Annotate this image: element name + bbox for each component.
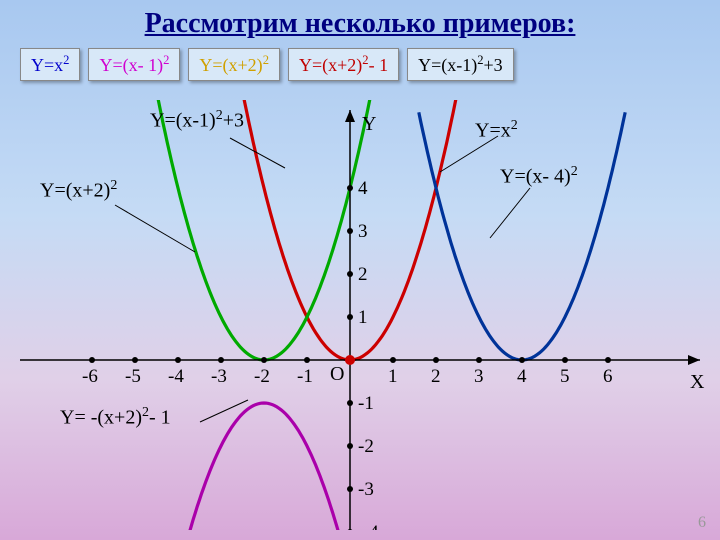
chart-area: X Y O -6 -5 -4 -3 -2 -1 1 2 3 4 5 6 1 2 3 4 -1 -2 -3 - 4 Y=(x-…	[0, 100, 720, 530]
parabola-1	[419, 112, 625, 360]
x-tick-dot	[476, 357, 482, 363]
x-tick-label: 6	[603, 366, 613, 387]
x-tick-label: 5	[560, 366, 570, 387]
y-tick-dot	[347, 400, 353, 406]
x-tick-dot	[562, 357, 568, 363]
x-tick-dot	[132, 357, 138, 363]
y-tick-dot	[347, 314, 353, 320]
x-tick-dot	[605, 357, 611, 363]
parabola-3	[165, 403, 363, 530]
page-title: Рассмотрим несколько примеров:	[0, 0, 720, 40]
y-tick-dot	[347, 529, 353, 530]
function-button-1[interactable]: Y=(x- 1)2	[88, 48, 180, 81]
x-axis-label: X	[690, 371, 705, 393]
function-button-3[interactable]: Y=(x+2)2- 1	[288, 48, 399, 81]
origin-dot	[345, 355, 355, 365]
x-tick-label: 1	[388, 366, 398, 387]
y-tick-label: -1	[358, 393, 374, 414]
function-button-2[interactable]: Y=(x+2)2	[188, 48, 280, 81]
function-button-4[interactable]: Y=(x-1)2+3	[407, 48, 514, 81]
y-tick-label: 2	[358, 264, 368, 285]
x-tick-label: 4	[517, 366, 527, 387]
x-tick-label: -5	[125, 366, 141, 387]
x-tick-dot	[218, 357, 224, 363]
leader-line-4	[200, 400, 248, 422]
y-tick-dot	[347, 228, 353, 234]
x-tick-dot	[519, 357, 525, 363]
function-button-0[interactable]: Y=x2	[20, 48, 80, 81]
x-tick-label: -1	[297, 366, 313, 387]
y-axis-label: Y	[362, 113, 376, 135]
origin-label: O	[330, 363, 344, 385]
y-tick-dot	[347, 271, 353, 277]
x-tick-label: -3	[211, 366, 227, 387]
y-tick-label: 4	[358, 178, 368, 199]
y-tick-dot	[347, 185, 353, 191]
y-arrow	[345, 110, 355, 122]
chart-label-4: Y= -(x+2)2- 1	[60, 405, 171, 430]
chart-label-1: Y=(x+2)2	[40, 178, 117, 203]
y-tick-label: 1	[358, 307, 368, 328]
y-tick-label: 3	[358, 221, 368, 242]
x-tick-label: -4	[168, 366, 184, 387]
y-tick-dot	[347, 443, 353, 449]
chart-label-0: Y=(x-1)2+3	[150, 108, 244, 133]
x-arrow	[688, 355, 700, 365]
page-number: 6	[698, 514, 706, 532]
x-tick-label: -6	[82, 366, 98, 387]
x-tick-dot	[433, 357, 439, 363]
y-tick-label: - 4	[358, 522, 379, 530]
x-tick-label: 2	[431, 366, 441, 387]
leader-line-3	[490, 188, 530, 238]
y-tick-label: -3	[358, 479, 374, 500]
x-tick-dot	[261, 357, 267, 363]
chart-label-3: Y=(x- 4)2	[500, 164, 578, 189]
x-tick-label: 3	[474, 366, 484, 387]
x-tick-label: -2	[254, 366, 270, 387]
button-row: Y=x2Y=(x- 1)2Y=(x+2)2Y=(x+2)2- 1Y=(x-1)2…	[0, 40, 720, 89]
chart-label-2: Y=x2	[475, 118, 518, 143]
x-tick-dot	[175, 357, 181, 363]
x-tick-dot	[390, 357, 396, 363]
y-tick-label: -2	[358, 436, 374, 457]
chart-svg: X Y O -6 -5 -4 -3 -2 -1 1 2 3 4 5 6 1 2 3 4 -1 -2 -3 - 4	[0, 100, 720, 530]
x-tick-dot	[304, 357, 310, 363]
y-tick-dot	[347, 486, 353, 492]
parabola-2	[157, 100, 372, 360]
x-tick-dot	[89, 357, 95, 363]
